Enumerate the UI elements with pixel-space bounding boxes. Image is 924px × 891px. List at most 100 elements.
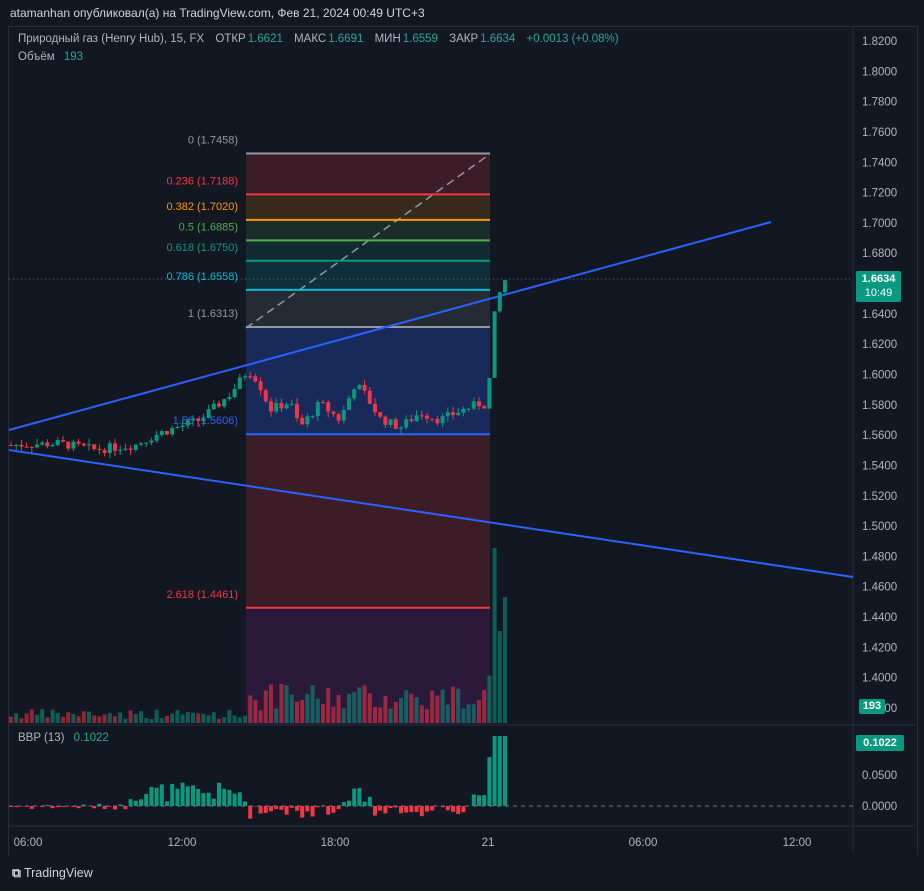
volume-bar (201, 713, 206, 723)
candle-body (373, 403, 377, 413)
volume-bar (315, 698, 320, 723)
bbp-bar (326, 806, 331, 815)
bbp-bar (92, 806, 97, 809)
volume-bar (149, 718, 154, 723)
price-tick: 1.6800 (862, 248, 897, 260)
volume-bar (269, 684, 273, 723)
bbp-bar (383, 806, 388, 814)
price-tick: 1.5000 (862, 521, 897, 533)
volume-bar (81, 711, 86, 723)
candle-body (336, 414, 341, 421)
fib-retracement[interactable] (245, 153, 491, 724)
time-tick: 12:00 (168, 837, 197, 849)
bbp-bar (102, 806, 107, 810)
volume-value: 193 (63, 51, 84, 63)
candle-body (206, 409, 211, 419)
bbp-bar (409, 806, 414, 813)
footer (0, 855, 924, 891)
volume-bar (482, 690, 487, 723)
volume-bar (321, 704, 325, 723)
tradingview-logo[interactable]: ⧉ TradingView (12, 866, 93, 881)
volume-bar (102, 714, 107, 723)
volume-bar (170, 713, 175, 723)
bbp-bar (76, 806, 81, 809)
candle-body (50, 445, 55, 447)
candle-body (503, 280, 507, 293)
candle-body (35, 444, 39, 448)
published-header: atamanhan опубликовал(а) на TradingView.… (0, 0, 924, 26)
bbp-bar (118, 804, 123, 806)
bbp-bar (123, 806, 128, 810)
volume-bar (430, 690, 435, 723)
volume-bar (185, 711, 190, 723)
bbp-bar (180, 782, 185, 806)
bbp-bar (492, 736, 497, 806)
volume-bar (289, 694, 294, 723)
volume-bar (159, 718, 164, 723)
volume-bar (393, 701, 398, 723)
bbp-name[interactable]: BBP (13) (18, 732, 65, 744)
candle-body (217, 403, 221, 407)
volume-bar (253, 700, 258, 723)
candle-body (87, 444, 91, 446)
volume-label[interactable]: Объём (18, 51, 55, 63)
volume-bar (139, 711, 143, 723)
candlesticks (9, 280, 507, 459)
candle-body (196, 418, 201, 422)
candle-body (430, 418, 435, 420)
volume-bar (477, 699, 481, 723)
volume-bar (362, 685, 367, 723)
price-tick: 1.6000 (862, 370, 897, 382)
candle-body (227, 397, 232, 400)
lower-trendline[interactable] (8, 449, 854, 578)
candle-body (378, 412, 383, 417)
volume-bar (295, 701, 299, 723)
candle-body (159, 431, 164, 435)
volume-bar (154, 709, 159, 723)
upper-trendline[interactable] (8, 221, 772, 431)
bbp-bar (425, 806, 429, 812)
bbp-bar (461, 806, 466, 813)
volume-bar (326, 688, 331, 723)
price-axis[interactable]: 1.8200 1.8000 1.7800 1.7600 1.7400 1.7200 1.70… (862, 36, 897, 715)
bbp-bar (378, 806, 383, 811)
bbp-bar (399, 806, 403, 814)
bbp-bar (456, 806, 461, 815)
candle-body (315, 402, 320, 417)
bbp-bar (211, 798, 216, 806)
candle-body (232, 388, 237, 398)
candle-body (466, 408, 471, 410)
volume-bar (347, 693, 351, 723)
bbp-bar (310, 806, 315, 817)
bbp-bar (274, 806, 279, 809)
price-tick: 1.6200 (862, 339, 897, 351)
volume-bar (279, 683, 284, 723)
candle-body (295, 403, 299, 418)
price-tick: 1.4800 (862, 551, 897, 563)
volume-bar (232, 715, 237, 723)
candle-body (341, 409, 346, 421)
time-axis[interactable]: 06:00 12:00 18:00 21 06:00 12:00 (14, 837, 812, 849)
bbp-axis[interactable]: 0.0500 0.0000 (862, 770, 897, 813)
candle-body (471, 401, 476, 409)
candle-body (170, 428, 175, 435)
volume-bar (237, 717, 242, 723)
volume-bar (128, 710, 133, 723)
bbp-bar (477, 795, 481, 806)
bbp-bar (97, 803, 102, 806)
volume-bar (87, 711, 91, 723)
tradingview-logo-text: TradingView (23, 866, 93, 880)
volume-bar (373, 706, 377, 723)
volume-bar (492, 548, 497, 723)
bbp-bar (388, 806, 393, 809)
symbol-name[interactable]: Природный газ (Henry Hub), 15, FX (18, 33, 205, 45)
candle-body (321, 402, 325, 404)
volume-bar (206, 715, 211, 723)
bbp-bar (430, 806, 435, 811)
fib-label: 0.618 (1.6750) (166, 242, 238, 254)
bbp-bar (196, 788, 201, 806)
volume-bar (388, 708, 393, 723)
bbp-bar (45, 804, 50, 806)
candle-body (404, 419, 409, 428)
